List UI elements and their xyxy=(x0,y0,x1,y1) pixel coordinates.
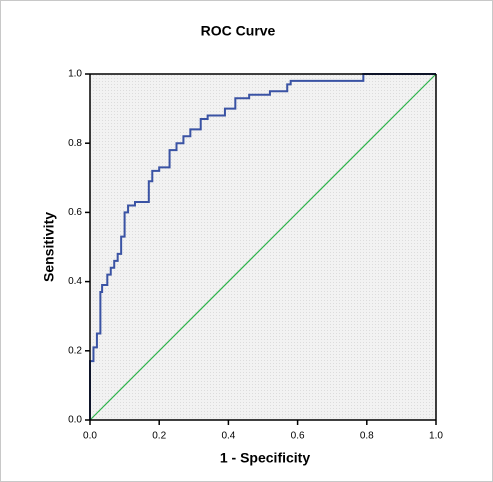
x-tick-label: 0.8 xyxy=(360,431,374,442)
y-tick-label: 0.8 xyxy=(68,138,82,149)
x-axis-label: 1 - Specificity xyxy=(220,450,310,466)
x-tick-label: 0.2 xyxy=(152,431,166,442)
y-tick-label: 0.4 xyxy=(68,276,82,287)
x-tick-label: 0.6 xyxy=(291,431,305,442)
roc-line xyxy=(89,73,436,420)
x-tick-label: 0.4 xyxy=(221,431,235,442)
chart-title: ROC Curve xyxy=(201,23,276,39)
x-tick-label: 0.0 xyxy=(83,431,97,442)
y-axis-label: Sensitivity xyxy=(41,212,57,282)
y-tick-label: 1.0 xyxy=(68,69,82,80)
roc-line xyxy=(89,73,437,421)
y-tick-label: 0.0 xyxy=(68,415,82,426)
x-tick-label: 1.0 xyxy=(429,431,443,442)
y-tick-label: 0.6 xyxy=(68,207,82,218)
y-tick-label: 0.2 xyxy=(68,345,82,356)
